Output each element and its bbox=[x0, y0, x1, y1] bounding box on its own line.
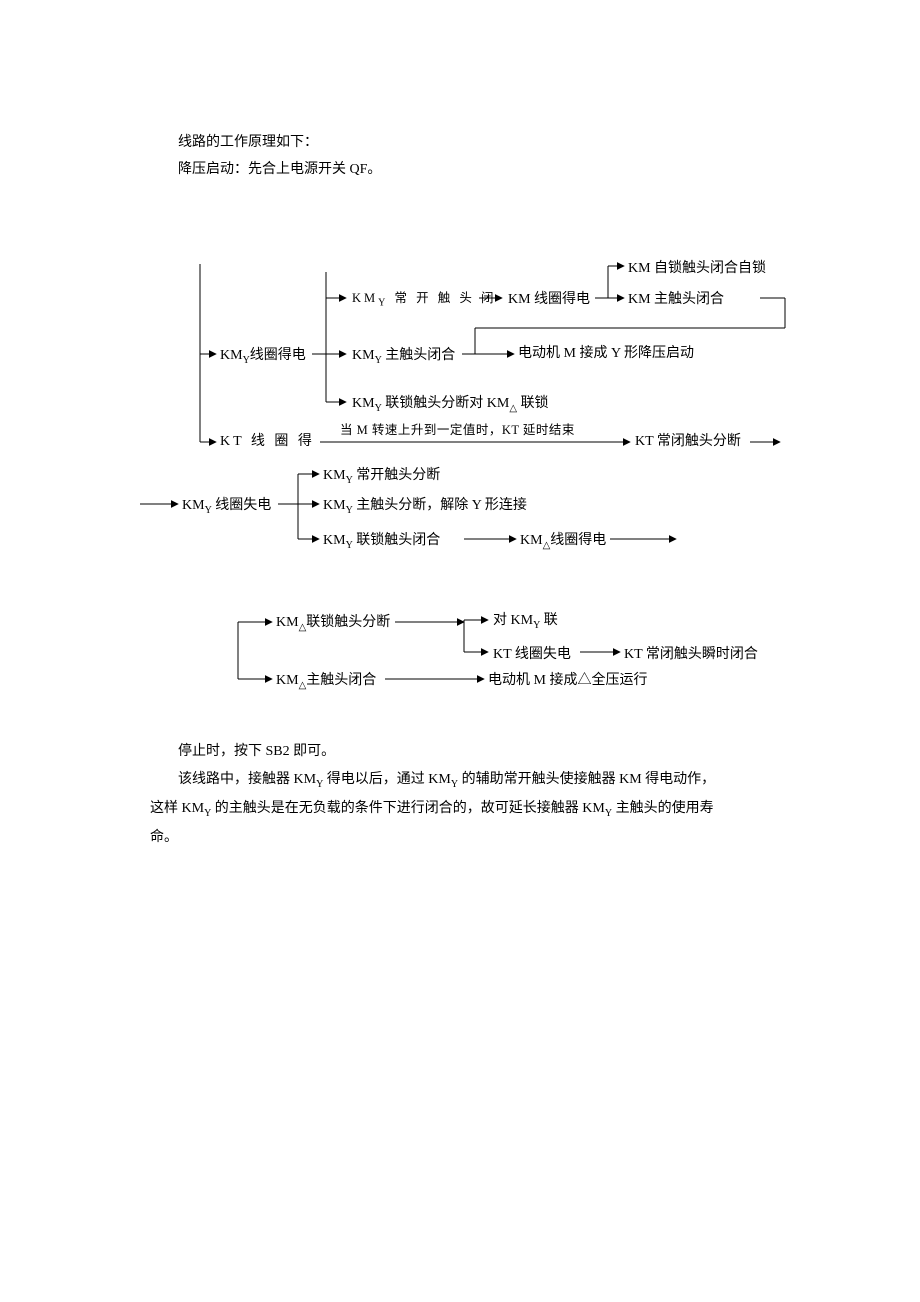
footer-text: 停止时，按下 SB2 即可。 该线路中，接触器 KMY 得电以后，通过 KMY … bbox=[150, 738, 800, 852]
footer-line-4: 命。 bbox=[150, 824, 800, 852]
node-n7: 电动机 M 接成 Y 形降压启动 bbox=[518, 344, 694, 364]
footer-line-2: 该线路中，接触器 KMY 得电以后，通过 KMY 的辅助常开触头使接触器 KM … bbox=[150, 766, 800, 795]
intro-line-1: 线路的工作原理如下： bbox=[150, 130, 800, 155]
node-n20: KT 常闭触头瞬时闭合 bbox=[624, 645, 758, 665]
footer-line-3: 这样 KMY 的主触头是在无负载的条件下进行闭合的，故可延长接触器 KMY 主触… bbox=[150, 795, 800, 824]
node-n16: KM△线圈得电 bbox=[520, 531, 606, 553]
node-n19: KT 线圈失电 bbox=[493, 645, 571, 665]
node-n21: KM△主触头闭合 bbox=[276, 671, 376, 693]
node-n6: KMY 主触头闭合 bbox=[352, 346, 455, 368]
node-n2: KMY 常 开 触 头 闭 bbox=[352, 290, 497, 311]
node-n1: KMY线圈得电 bbox=[220, 346, 306, 368]
flowchart-1: KMY线圈得电 KMY 常 开 触 头 闭 KM 线圈得电 KM 自锁触头闭合自锁 KM… bbox=[130, 202, 830, 732]
node-n5: KM 主触头闭合 bbox=[628, 290, 724, 310]
node-n11: KT 常闭触头分断 bbox=[635, 432, 741, 452]
node-n14: KMY 主触头分断，解除 Y 形连接 bbox=[323, 496, 527, 518]
node-n4: KM 自锁触头闭合自锁 bbox=[628, 259, 766, 279]
node-n13: KMY 常开触头分断 bbox=[323, 466, 440, 488]
node-n8: KMY 联锁触头分断对 KM△ 联锁 bbox=[352, 394, 549, 416]
node-n17: KM△联锁触头分断 bbox=[276, 613, 390, 635]
footer-line-1: 停止时，按下 SB2 即可。 bbox=[150, 738, 800, 766]
intro-text: 线路的工作原理如下： 降压启动：先合上电源开关 QF。 bbox=[150, 130, 800, 182]
node-n9: KT 线 圈 得 bbox=[220, 432, 315, 452]
node-n15: KMY 联锁触头闭合 bbox=[323, 531, 440, 553]
intro-line-2: 降压启动：先合上电源开关 QF。 bbox=[150, 157, 800, 182]
node-n10: 当 M 转速上升到一定值时，KT 延时结束 bbox=[340, 422, 575, 440]
node-n12: KMY 线圈失电 bbox=[182, 496, 271, 518]
node-n3: KM 线圈得电 bbox=[508, 290, 590, 310]
node-n22: 电动机 M 接成△全压运行 bbox=[488, 671, 647, 691]
node-n18: 对 KMY 联 bbox=[493, 611, 558, 633]
